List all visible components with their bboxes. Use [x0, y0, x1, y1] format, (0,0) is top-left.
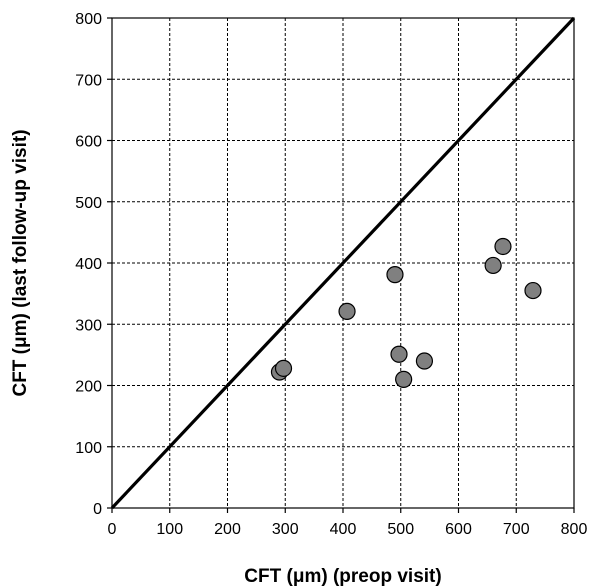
y-tick-label: 0 [93, 501, 102, 518]
y-axis-title: CFT (μm) (last follow-up visit) [10, 129, 31, 396]
x-tick-label: 500 [387, 521, 414, 538]
x-tick-label: 300 [272, 521, 299, 538]
y-tick-label: 600 [75, 134, 102, 151]
data-point [386, 266, 404, 284]
data-point [494, 237, 512, 256]
data-point [524, 281, 542, 300]
tick-labels: 0 100 200 300 400 500 600 700 800 0 100 200 300 400 50… [75, 11, 587, 538]
y-tick-label: 200 [75, 379, 102, 396]
y-tick-label: 300 [75, 317, 102, 334]
y-tick-label: 100 [75, 440, 102, 457]
x-tick-label: 600 [445, 521, 472, 538]
data-point [274, 359, 293, 377]
data-point [390, 345, 408, 363]
data-point [338, 302, 356, 320]
x-tick-label: 800 [561, 521, 588, 538]
y-tick-label: 500 [75, 195, 102, 212]
x-tick-label: 400 [330, 521, 357, 538]
y-tick-label: 800 [75, 11, 102, 28]
y-tick-label: 400 [75, 256, 102, 273]
grid [112, 18, 574, 508]
axis-ticks [107, 17, 575, 513]
data-point [395, 370, 413, 388]
x-tick-label: 0 [108, 521, 117, 538]
identity-line [110, 16, 576, 510]
x-tick-label: 100 [156, 521, 183, 538]
data-point [484, 256, 502, 275]
x-axis-title: CFT (μm) (preop visit) [244, 566, 441, 587]
x-tick-label: 700 [503, 521, 530, 538]
y-tick-label: 700 [75, 72, 102, 89]
data-point [415, 352, 434, 370]
data-points [270, 237, 542, 388]
x-tick-label: 200 [214, 521, 241, 538]
